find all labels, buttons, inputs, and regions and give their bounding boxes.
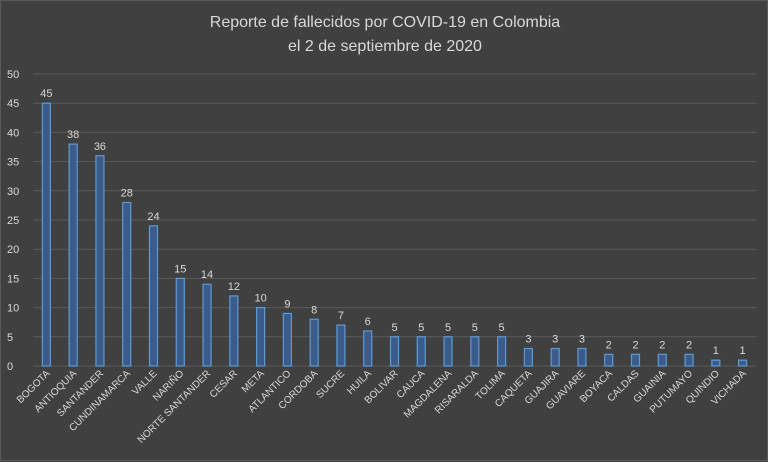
bar [604, 353, 614, 367]
data-label: 38 [67, 129, 79, 141]
bar [577, 347, 587, 367]
data-label: 2 [659, 339, 665, 351]
y-tick-label: 0 [7, 361, 13, 373]
bar [738, 359, 748, 367]
x-tick-label: SUCRE [315, 368, 348, 401]
bar [41, 102, 51, 367]
chart-subtitle: el 2 de septiembre de 2020 [288, 38, 482, 55]
bar [630, 353, 641, 367]
data-label: 2 [632, 339, 638, 351]
x-tick-label: CESAR [208, 368, 240, 400]
bar [443, 336, 453, 367]
data-label: 3 [579, 333, 585, 345]
y-tick-label: 10 [7, 303, 19, 315]
data-label: 10 [254, 293, 266, 305]
y-tick-label: 45 [7, 98, 19, 110]
data-label: 45 [40, 88, 52, 100]
data-label: 6 [365, 316, 371, 328]
chart-title: Reporte de fallecidos por COVID-19 en Co… [209, 14, 561, 31]
data-label: 5 [445, 322, 451, 334]
data-label: 12 [228, 281, 240, 293]
data-label: 2 [606, 339, 612, 351]
data-label: 8 [311, 304, 317, 316]
y-tick-label: 20 [7, 244, 19, 256]
y-tick-label: 40 [7, 127, 19, 139]
bar [309, 318, 319, 367]
y-tick-label: 25 [7, 215, 19, 227]
data-label: 7 [338, 310, 344, 322]
y-tick-label: 30 [7, 186, 19, 198]
y-tick-label: 35 [7, 157, 19, 169]
data-label: 15 [174, 263, 186, 275]
data-label: 2 [686, 339, 692, 351]
data-label: 28 [121, 187, 133, 199]
bar [416, 336, 426, 367]
y-tick-label: 5 [7, 332, 13, 344]
bar [336, 324, 346, 367]
bar [148, 225, 159, 367]
data-label: 3 [525, 333, 531, 345]
bar [363, 330, 373, 367]
bar [68, 143, 78, 367]
y-tick-label: 15 [7, 273, 19, 285]
data-label: 5 [499, 322, 505, 334]
bar [711, 359, 721, 367]
data-label: 5 [391, 322, 397, 334]
bar [550, 347, 560, 367]
data-label: 9 [284, 298, 290, 310]
bar [389, 336, 400, 367]
bar [657, 353, 667, 367]
data-label: 1 [740, 345, 746, 357]
bar [95, 155, 105, 367]
data-label: 5 [418, 322, 424, 334]
bar [470, 336, 480, 367]
bar [122, 201, 132, 367]
data-label: 24 [147, 211, 159, 223]
bar [256, 307, 266, 367]
data-label: 5 [472, 322, 478, 334]
bar [175, 277, 185, 367]
data-label: 3 [552, 333, 558, 345]
data-label: 1 [713, 345, 719, 357]
bar [497, 336, 507, 367]
bar [202, 283, 212, 367]
data-label: 14 [201, 269, 213, 281]
data-label: 36 [94, 141, 106, 153]
bar [523, 347, 533, 367]
bar [684, 353, 694, 367]
y-tick-label: 50 [7, 69, 19, 81]
bar [229, 295, 239, 367]
bar [282, 312, 292, 367]
